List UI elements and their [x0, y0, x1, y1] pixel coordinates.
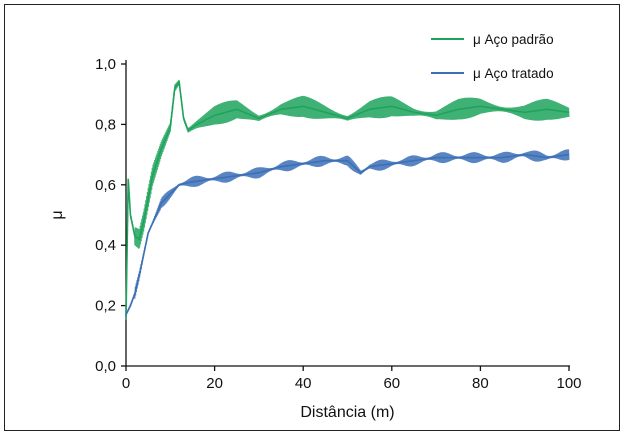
series-line-0	[125, 80, 570, 318]
x-tick-label: 100	[556, 375, 581, 392]
axes-group	[125, 60, 570, 367]
y-tick-label: 0,0	[95, 358, 116, 375]
x-tick-label: 40	[295, 375, 312, 392]
y-tick-label: 0,8	[95, 116, 116, 133]
x-tick-label: 60	[383, 375, 400, 392]
chart-frame	[4, 4, 620, 431]
legend: μ Aço padrão μ Aço tratado	[431, 32, 554, 81]
x-ticks-group: 0 20 40 60 80 100	[122, 366, 582, 392]
series-line-1	[125, 153, 570, 316]
y-axis-title: μ	[49, 210, 66, 219]
series-band-1	[125, 149, 570, 316]
x-tick-label: 80	[472, 375, 489, 392]
series-band-0	[125, 79, 570, 320]
x-tick-label: 20	[206, 375, 223, 392]
y-tick-label: 0,6	[95, 177, 116, 194]
legend-label-aco-tratado: μ Aço tratado	[473, 66, 554, 81]
x-tick-label: 0	[122, 375, 130, 392]
series-layer	[125, 79, 570, 320]
y-tick-label: 0,4	[95, 237, 116, 254]
y-tick-label: 0,2	[95, 298, 116, 315]
legend-label-aco-padrao: μ Aço padrão	[473, 32, 554, 47]
y-tick-label: 1,0	[95, 56, 116, 73]
y-ticks-group: 0,0 0,2 0,4 0,6 0,8 1,0	[95, 56, 126, 375]
x-axis-title: Distância (m)	[300, 404, 394, 421]
